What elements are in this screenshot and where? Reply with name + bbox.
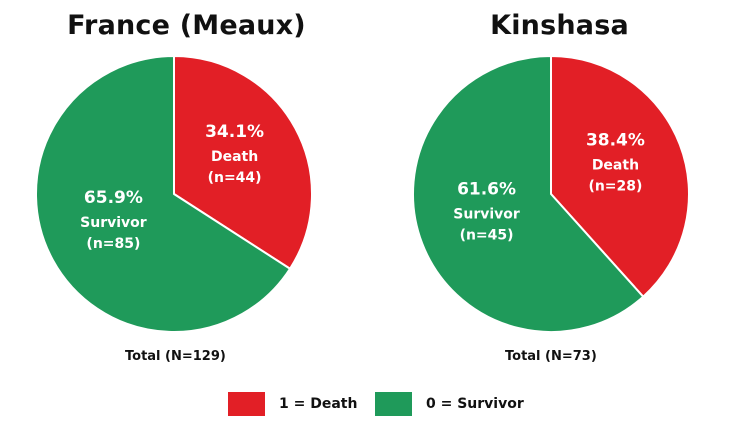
slice-label-kinshasa-death-n: (n=28)	[588, 178, 642, 194]
legend-swatch-survivor	[375, 392, 412, 416]
legend-item-death: 1 = Death	[228, 386, 357, 422]
slice-label-france-meaux-survivor-percent: 65.9%	[84, 188, 143, 208]
legend-label-survivor: 0 = Survivor	[426, 396, 524, 412]
slice-label-france-meaux-survivor-name: Survivor	[80, 215, 147, 231]
kinshasa-pie-chart: Kinshasa 38.4% Death (n=28) 61.6% Survivor (n…	[373, 0, 746, 380]
pie-slice-france-meaux-survivor	[35, 55, 292, 333]
chart-title-france-meaux: France (Meaux)	[67, 10, 306, 41]
slice-label-france-meaux-death-percent: 34.1%	[205, 122, 264, 142]
pie-slice-kinshasa-survivor	[412, 55, 645, 333]
kinshasa-pie-svg: 38.4% Death (n=28) 61.6% Survivor (n=45)	[412, 55, 690, 333]
slice-label-kinshasa-death-name: Death	[592, 157, 639, 173]
slice-label-kinshasa-survivor-name: Survivor	[453, 207, 520, 223]
legend-label-death: 1 = Death	[279, 396, 358, 412]
france-meaux-pie-chart: France (Meaux) 34.1% Death (n=44) 65.9% Surv…	[0, 0, 373, 380]
chart-title-kinshasa: Kinshasa	[490, 10, 629, 41]
legend: 1 = Death 0 = Survivor	[0, 386, 746, 422]
pie-slice-kinshasa-death	[550, 55, 690, 298]
france-meaux-pie-svg: 34.1% Death (n=44) 65.9% Survivor (n=85)	[35, 55, 313, 333]
total-label-france-meaux: Total (N=129)	[125, 349, 226, 364]
legend-swatch-death	[228, 392, 265, 416]
slice-label-france-meaux-death-name: Death	[211, 149, 258, 165]
slice-label-france-meaux-survivor-n: (n=85)	[86, 236, 140, 252]
slice-label-france-meaux-death-n: (n=44)	[208, 170, 262, 186]
slice-label-kinshasa-death-percent: 38.4%	[586, 130, 645, 150]
total-label-kinshasa: Total (N=73)	[505, 349, 597, 364]
slice-label-kinshasa-survivor-percent: 61.6%	[457, 180, 516, 200]
slice-label-kinshasa-survivor-n: (n=45)	[460, 228, 514, 244]
legend-item-survivor: 0 = Survivor	[375, 386, 524, 422]
